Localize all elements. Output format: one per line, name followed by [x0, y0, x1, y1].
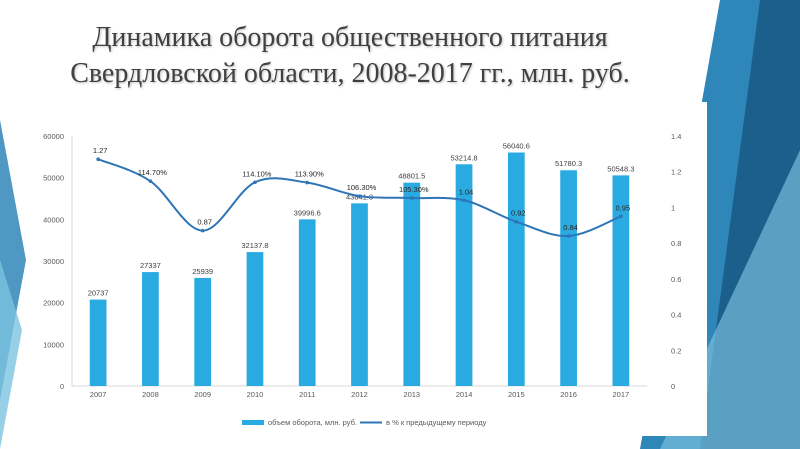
bar-2009	[194, 277, 212, 386]
legend-label-bars: объем оборота, млн. руб.	[268, 418, 357, 427]
y-right-tick-label: 0.2	[671, 346, 681, 355]
x-tick-label: 2017	[613, 390, 630, 399]
x-tick-label: 2016	[560, 390, 577, 399]
bar-data-label: 39996.6	[294, 208, 321, 217]
line-data-label: 105.30%	[399, 185, 429, 194]
bar-2017	[612, 175, 630, 386]
legend-swatch-bars	[242, 420, 264, 425]
x-tick-label: 2008	[142, 390, 159, 399]
x-tick-label: 2012	[351, 390, 368, 399]
line-data-label: 113.90%	[295, 170, 324, 179]
line-data-label: 0.84	[563, 223, 578, 232]
bar-2015	[507, 152, 525, 386]
slide-title-line-1: Динамика оборота общественного питания	[92, 22, 608, 53]
line-point-2016	[566, 234, 571, 238]
line-data-label: 106.30%	[347, 183, 377, 192]
y-left-tick-label: 50000	[43, 174, 64, 183]
bar-data-label: 32137.8	[241, 241, 268, 250]
y-left-tick-label: 10000	[43, 340, 64, 349]
bar-2008	[142, 272, 159, 386]
y-right-tick-label: 1.2	[671, 168, 681, 177]
line-point-2007	[96, 157, 100, 162]
combo-chart: 0 10000 20000 30000 40000 50000 60000 0 0.2 0.4 0.…	[43, 132, 681, 427]
line-point-2008	[148, 179, 153, 183]
slide-title-line-2: Свердловской области, 2008-2017 гг., млн…	[70, 58, 630, 89]
x-tick-label: 2009	[194, 390, 211, 399]
bar-2011	[298, 219, 316, 386]
x-tick-label: 2014	[456, 390, 473, 399]
bar-2014	[455, 164, 473, 386]
slide-title: Динамика оборота общественного питания С…	[40, 20, 660, 92]
y-right-tick-label: 0	[671, 382, 675, 391]
line-data-label: 0.87	[197, 218, 212, 227]
y-right-tick-label: 1	[671, 203, 675, 212]
line-point-2013	[409, 196, 414, 200]
line-point-2009	[200, 228, 205, 233]
line-point-2011	[305, 180, 310, 185]
y-right-tick-label: 0.8	[671, 239, 681, 248]
bar-data-label: 27337	[140, 261, 161, 270]
x-tick-label: 2010	[247, 390, 264, 399]
line-point-2012	[357, 194, 362, 198]
y-right-tick-label: 0.4	[671, 311, 681, 320]
line-point-2014	[462, 198, 466, 203]
bar-data-label: 20737	[88, 289, 109, 298]
y-right-tick-label: 1.4	[671, 132, 681, 141]
bar-2010	[246, 252, 264, 386]
line-data-label: 114.10%	[242, 169, 271, 178]
legend-label-line: в % к предыдущему периоду	[386, 418, 487, 427]
bar-data-label: 50548.3	[607, 164, 634, 173]
bar-2016	[560, 170, 577, 386]
bar-data-label: 25939	[192, 267, 213, 276]
bar-2007	[89, 299, 107, 386]
x-tick-label: 2015	[508, 390, 525, 399]
line-data-label: 1.04	[459, 187, 474, 196]
y-left-tick-label: 40000	[43, 215, 64, 224]
bar-data-label: 51780.3	[555, 159, 582, 168]
y-left-tick-label: 60000	[43, 132, 64, 141]
bar-data-label: 53214.8	[450, 153, 477, 162]
line-point-2010	[253, 180, 257, 185]
bar-2012	[351, 203, 368, 386]
deco-left-light	[0, 260, 22, 449]
x-tick-label: 2007	[90, 390, 107, 399]
line-data-label: 114.70%	[138, 168, 167, 177]
line-point-2015	[514, 219, 519, 224]
x-tick-label: 2011	[299, 390, 315, 399]
bar-data-label: 48801.5	[398, 172, 425, 181]
bar-data-label: 56040.6	[503, 141, 530, 150]
y-left-tick-label: 0	[60, 382, 64, 391]
line-data-label: 0.92	[511, 209, 526, 218]
line-data-label: 0.95	[616, 203, 631, 212]
y-left-tick-label: 20000	[43, 299, 64, 308]
y-left-tick-label: 30000	[43, 257, 64, 266]
line-data-label: 1.27	[93, 146, 108, 155]
bar-2013	[403, 182, 421, 386]
y-right-tick-label: 0.6	[671, 275, 681, 284]
x-tick-label: 2013	[403, 390, 420, 399]
line-point-2017	[619, 214, 623, 219]
